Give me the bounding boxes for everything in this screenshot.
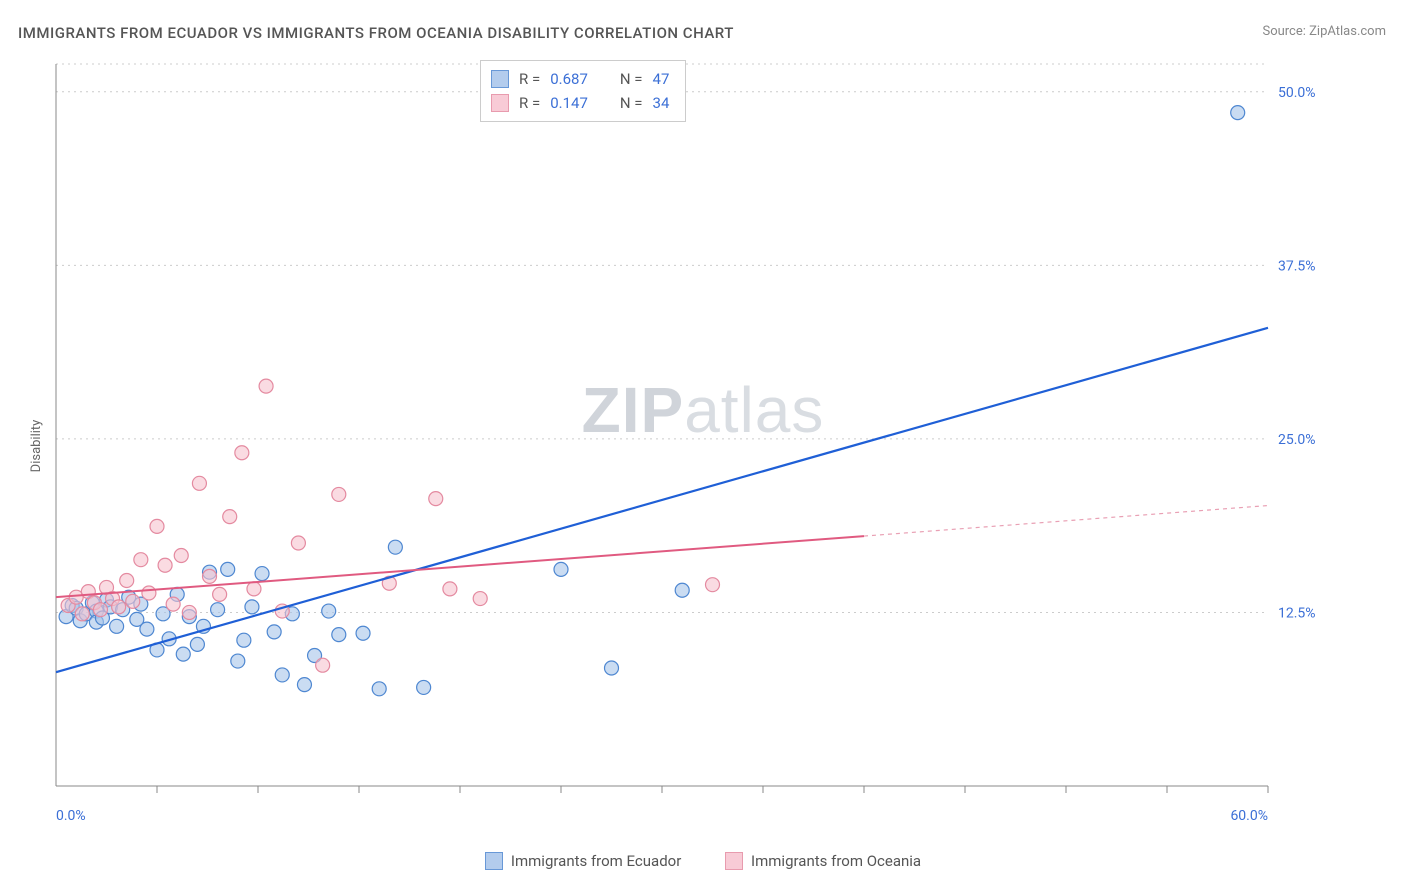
- svg-text:50.0%: 50.0%: [1278, 85, 1316, 101]
- stats-legend: R = 0.687 N = 47 R = 0.147 N = 34: [480, 60, 686, 122]
- series-label: Immigrants from Oceania: [751, 852, 921, 870]
- source-label: Source: ZipAtlas.com: [1262, 24, 1386, 39]
- legend-row-ecuador: R = 0.687 N = 47: [491, 67, 669, 91]
- chart-title: IMMIGRANTS FROM ECUADOR VS IMMIGRANTS FR…: [18, 24, 734, 42]
- legend-row-oceania: R = 0.147 N = 34: [491, 91, 669, 115]
- plot-svg: 0.0% 60.0% 12.5% 25.0% 37.5% 50.0%: [48, 56, 1328, 826]
- legend-item-oceania: Immigrants from Oceania: [725, 852, 921, 870]
- r-label: R =: [519, 91, 540, 115]
- legend-item-ecuador: Immigrants from Ecuador: [485, 852, 681, 870]
- swatch-blue: [491, 70, 509, 88]
- svg-text:37.5%: 37.5%: [1278, 258, 1316, 274]
- n-value: 34: [653, 91, 670, 115]
- r-label: R =: [519, 67, 540, 91]
- r-value: 0.147: [550, 91, 588, 115]
- svg-text:60.0%: 60.0%: [1230, 808, 1268, 824]
- n-value: 47: [653, 67, 670, 91]
- svg-text:25.0%: 25.0%: [1278, 432, 1316, 448]
- r-value: 0.687: [550, 67, 588, 91]
- n-label: N =: [620, 91, 643, 115]
- svg-text:12.5%: 12.5%: [1278, 605, 1316, 621]
- series-label: Immigrants from Ecuador: [511, 852, 681, 870]
- n-label: N =: [620, 67, 643, 91]
- y-axis-label: Disability: [29, 420, 44, 473]
- series-legend: Immigrants from Ecuador Immigrants from …: [0, 852, 1406, 874]
- scatter-plot: 0.0% 60.0% 12.5% 25.0% 37.5% 50.0%: [48, 56, 1328, 826]
- swatch-pink: [491, 94, 509, 112]
- swatch-pink: [725, 852, 743, 870]
- svg-text:0.0%: 0.0%: [56, 808, 86, 824]
- swatch-blue: [485, 852, 503, 870]
